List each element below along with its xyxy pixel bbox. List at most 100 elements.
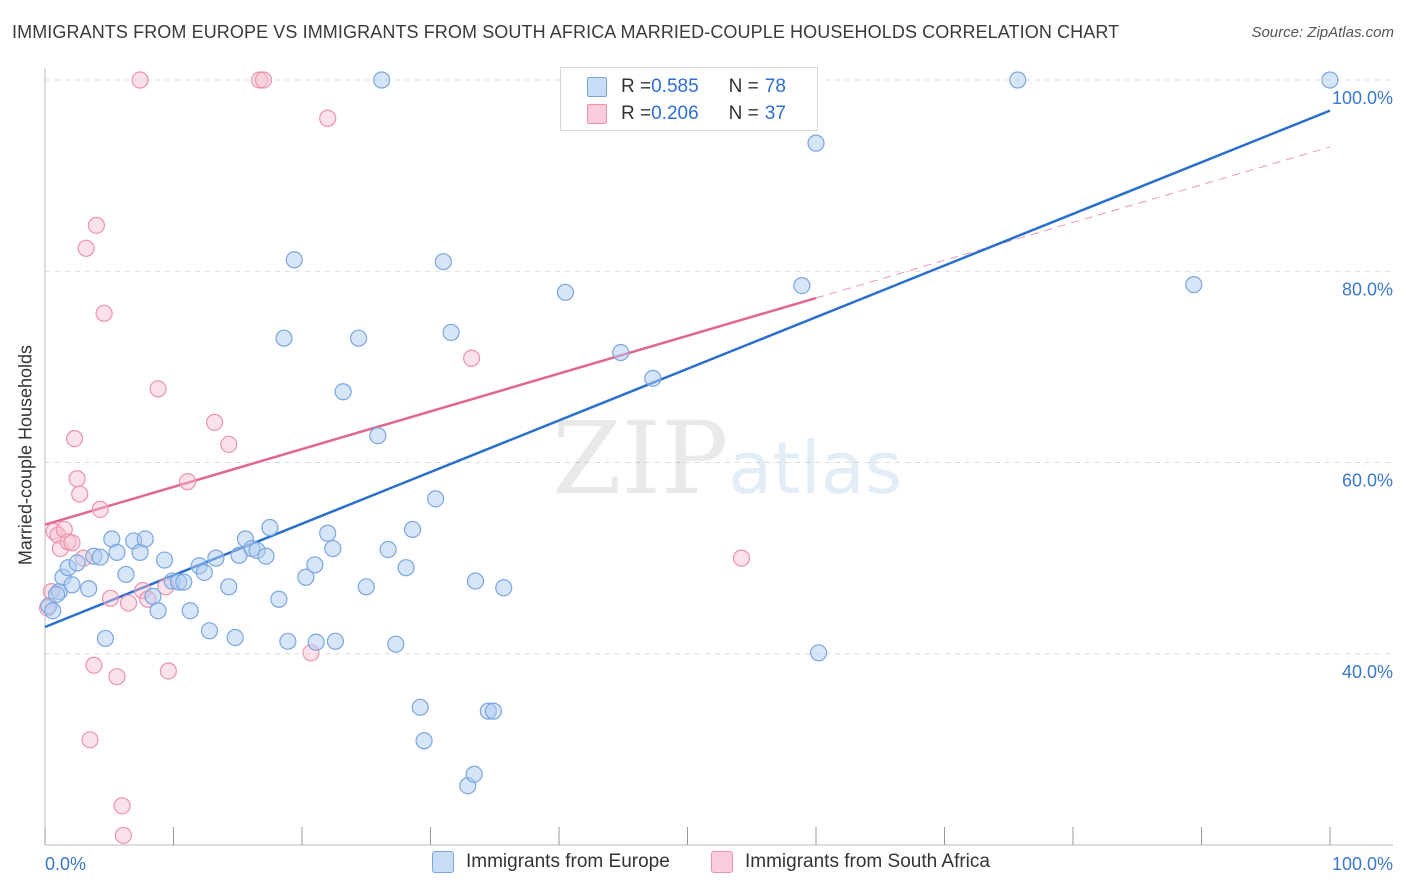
europe-point xyxy=(807,134,825,152)
europe-point xyxy=(1185,276,1203,294)
europe-point xyxy=(195,563,213,582)
watermark-atlas: atlas xyxy=(728,426,903,510)
europe-point xyxy=(68,554,86,572)
europe-point xyxy=(411,698,429,716)
europe-trend-line xyxy=(44,109,1331,629)
europe-point xyxy=(793,276,811,295)
south-africa-point xyxy=(119,594,138,612)
y-tick-label: 100.0% xyxy=(1332,88,1393,108)
south-africa-point xyxy=(114,826,132,845)
south-africa-point xyxy=(206,413,224,431)
europe-point xyxy=(175,573,193,591)
south-africa-n-label: N = xyxy=(728,103,759,124)
south-africa-point xyxy=(319,109,337,127)
chart-title: IMMIGRANTS FROM EUROPE VS IMMIGRANTS FRO… xyxy=(12,22,1120,42)
south-africa-n-value: 37 xyxy=(764,103,786,124)
europe-point xyxy=(144,587,162,605)
bottom-europe-swatch xyxy=(432,851,454,873)
europe-point xyxy=(91,548,109,566)
europe-point xyxy=(1009,71,1027,89)
europe-point xyxy=(466,572,485,590)
europe-point xyxy=(415,732,433,750)
europe-point xyxy=(427,490,445,508)
south-africa-point xyxy=(463,349,481,367)
europe-point xyxy=(257,547,275,565)
legend-row-south-africa: R = 0.206 N = 37 xyxy=(587,101,786,127)
south-africa-point xyxy=(68,470,86,488)
europe-point xyxy=(307,633,325,651)
europe-point xyxy=(220,578,238,596)
south-africa-swatch xyxy=(587,104,607,124)
europe-n-label: N = xyxy=(728,76,759,97)
watermark-zip: ZIP xyxy=(552,400,729,517)
europe-point xyxy=(397,559,415,577)
europe-swatch xyxy=(587,77,607,97)
europe-r-label: R = xyxy=(621,76,652,97)
europe-point xyxy=(63,576,81,594)
europe-point xyxy=(117,565,135,583)
europe-point xyxy=(612,343,630,362)
europe-point xyxy=(155,551,174,569)
europe-point xyxy=(149,602,167,620)
europe-point xyxy=(326,632,345,650)
europe-point xyxy=(403,520,422,539)
watermark: ZIPatlas xyxy=(552,400,902,517)
europe-point xyxy=(442,323,460,342)
south-africa-point xyxy=(149,380,167,398)
europe-point xyxy=(181,602,199,620)
europe-point xyxy=(261,518,279,537)
stats-legend: R = 0.585 N = 78 R = 0.206 N = 37 xyxy=(560,67,818,131)
y-tick-label: 60.0% xyxy=(1342,471,1393,491)
south-africa-point xyxy=(113,797,131,815)
europe-point xyxy=(369,427,387,445)
europe-point xyxy=(285,251,303,269)
europe-point xyxy=(319,524,337,542)
europe-points xyxy=(40,71,1339,795)
south-africa-point xyxy=(77,239,95,257)
south-africa-point xyxy=(91,500,109,518)
bottom-south-africa-swatch xyxy=(711,851,733,873)
south-africa-point xyxy=(131,71,149,89)
south-africa-point xyxy=(63,534,81,552)
south-africa-point xyxy=(49,526,67,544)
europe-point xyxy=(644,369,662,387)
south-africa-point xyxy=(87,216,106,234)
europe-point xyxy=(334,383,352,401)
europe-point xyxy=(349,329,368,347)
bottom-south-africa-label: Immigrants from South Africa xyxy=(745,851,990,872)
europe-point xyxy=(379,540,397,559)
south-africa-point xyxy=(732,549,751,567)
south-africa-point xyxy=(254,71,273,89)
bottom-legend-europe: Immigrants from Europe xyxy=(432,851,670,873)
europe-point xyxy=(108,543,126,561)
europe-point xyxy=(373,71,391,89)
europe-point xyxy=(387,635,405,653)
south-africa-point xyxy=(71,485,89,503)
bottom-legend-south-africa: Immigrants from South Africa xyxy=(711,851,990,873)
south-africa-point xyxy=(85,656,103,674)
south-africa-point xyxy=(179,473,197,491)
europe-n-value: 78 xyxy=(764,76,786,97)
trend-lines xyxy=(44,109,1331,629)
y-tick-label: 40.0% xyxy=(1342,662,1393,682)
europe-point xyxy=(324,539,342,558)
europe-point xyxy=(809,644,828,662)
europe-point xyxy=(484,702,503,720)
south-africa-point xyxy=(220,435,238,453)
south-africa-point xyxy=(95,304,113,322)
europe-point xyxy=(275,329,293,347)
europe-point xyxy=(80,580,98,598)
europe-point xyxy=(495,579,513,597)
europe-point xyxy=(306,556,324,574)
europe-point xyxy=(270,590,288,608)
europe-r-value: 0.585 xyxy=(651,76,699,97)
europe-point xyxy=(47,585,66,604)
europe-point xyxy=(465,765,483,783)
x-tick-label-max: 100.0% xyxy=(1332,854,1393,874)
tick-labels: 40.0% 60.0% 80.0% 100.0% 0.0% 100.0% xyxy=(45,88,1393,874)
europe-point xyxy=(279,632,297,650)
south-africa-point xyxy=(81,731,99,749)
south-africa-trend-extension xyxy=(815,146,1331,299)
x-tick-label-min: 0.0% xyxy=(45,854,86,874)
